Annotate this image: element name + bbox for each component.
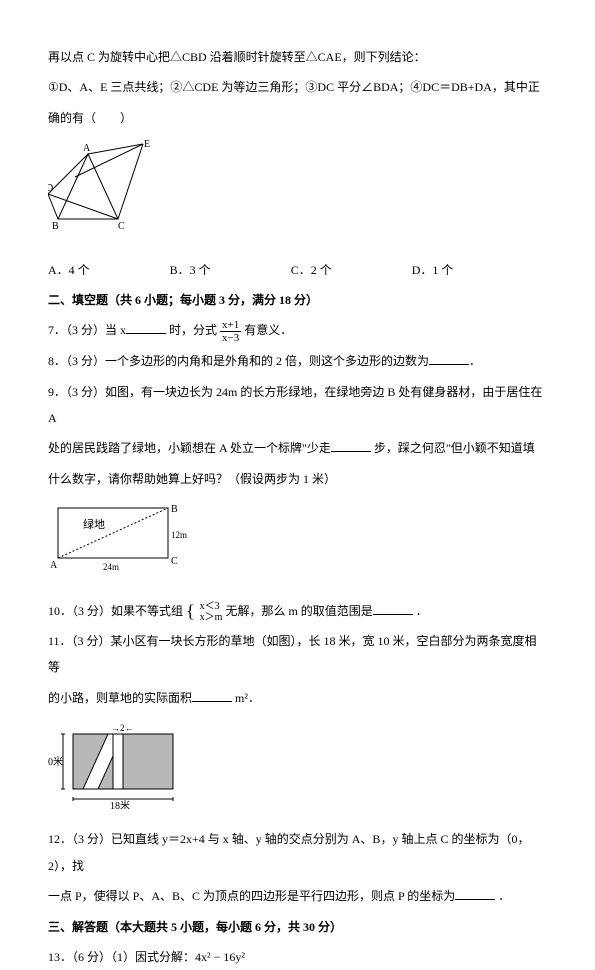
q6-choices: A．4 个 B．3 个 C．2 个 D．1 个 [48, 257, 547, 283]
q10-blank [373, 602, 413, 615]
q10-pre: 10．（3 分）如果不等式组 [48, 604, 183, 618]
intro-line-3: 确的有（ ） [48, 105, 547, 131]
q8: 8．（3 分）一个多边形的内角和是外角和的 2 倍，则这个多边形的边数为． [48, 348, 547, 374]
q11-line-1: 11．（3 分）某小区有一块长方形的草地（如图），长 18 米，宽 10 米，空… [48, 628, 547, 681]
svg-text:A: A [50, 560, 58, 571]
svg-text:B: B [52, 221, 59, 232]
q7-frac-num: x+1 [220, 319, 241, 332]
q8-text: 8．（3 分）一个多边形的内角和是外角和的 2 倍，则这个多边形的边数为 [48, 354, 429, 368]
q11-line-2: 的小路，则草地的实际面积 m²． [48, 685, 547, 711]
choice-c: C．2 个 [291, 257, 332, 283]
svg-text:18米: 18米 [110, 799, 130, 809]
svg-text:C: C [171, 556, 178, 567]
svg-text:10米: 10米 [48, 755, 63, 768]
q11-l2-pre: 的小路，则草地的实际面积 [48, 691, 192, 705]
q7-fraction: x+1 x−3 [220, 319, 241, 344]
q12-blank [455, 887, 495, 900]
q7-pre: 7．（3 分）当 x [48, 323, 126, 337]
section-2-heading: 二、填空题（共 6 小题；每小题 3 分，满分 18 分） [48, 287, 547, 313]
q10-stack: x＜3 x＞m [200, 601, 223, 623]
svg-text:E: E [144, 139, 150, 150]
q12-l2: 一点 P，使得以 P、A、B、C 为顶点的四边形是平行四边形，则点 P 的坐标为 [48, 889, 455, 903]
q12-line-2: 一点 P，使得以 P、A、B、C 为顶点的四边形是平行四边形，则点 P 的坐标为… [48, 883, 547, 909]
intro-line-2: ①D、A、E 三点共线；②△CDE 为等边三角形；③DC 平分∠BDA；④DC＝… [48, 74, 547, 100]
q10-s2: x＞m [200, 612, 223, 623]
svg-text:B: B [171, 504, 178, 515]
q7-frac-den: x−3 [220, 332, 241, 344]
q9-l2a: 处的居民践踏了绿地，小颖想在 A 处立一个标牌"少走 [48, 441, 331, 455]
q7-post: 有意义． [244, 323, 292, 337]
choice-b: B．3 个 [170, 257, 211, 283]
figure-q9: 绿地 B A C 12m 24m [48, 500, 547, 589]
q10-s1: x＜3 [200, 601, 220, 612]
svg-text:24m: 24m [103, 562, 119, 572]
q11-blank [192, 689, 232, 702]
svg-text:D: D [48, 183, 53, 194]
q9-blank [331, 439, 371, 452]
choice-a: A．4 个 [48, 257, 90, 283]
figure-q11: →2← 10米 18米 [48, 719, 547, 818]
svg-text:C: C [118, 221, 125, 232]
section-3-heading: 三、解答题（本大题共 5 小题，每小题 6 分，共 30 分） [48, 914, 547, 940]
figure-triangle: E A D B C [48, 139, 547, 248]
q7: 7．（3 分）当 x 时，分式 x+1 x−3 有意义． [48, 317, 547, 344]
q7-blank [126, 321, 166, 334]
q10-post: ． [416, 604, 428, 618]
intro-line-1: 再以点 C 为旋转中心把△CBD 沿着顺时针旋转至△CAE，则下列结论： [48, 44, 547, 70]
q9-line-3: 什么数字，请你帮助她算上好吗？（假设两步为 1 米） [48, 466, 547, 492]
q10-brace: { [186, 606, 195, 617]
svg-text:绿地: 绿地 [83, 517, 105, 531]
q9-line-2: 处的居民践踏了绿地，小颖想在 A 处立一个标牌"少走 步，踩之何忍"但小颖不知道… [48, 435, 547, 461]
q8-blank [429, 352, 469, 365]
q13: 13．（6 分）（1）因式分解：4x² − 16y² [48, 944, 547, 970]
q12-line-1: 12．（3 分）已知直线 y＝2x+4 与 x 轴、y 轴的交点分别为 A、B，… [48, 826, 547, 879]
svg-text:→2←: →2← [111, 723, 134, 733]
q10-mid: 无解，那么 m 的取值范围是 [225, 604, 372, 618]
q9-l2b: 步，踩之何忍"但小颖不知道填 [374, 441, 535, 455]
q9-line-1: 9．（3 分）如图，有一块边长为 24m 的长方形绿地，在绿地旁边 B 处有健身… [48, 379, 547, 432]
svg-text:A: A [83, 143, 91, 154]
svg-text:12m: 12m [171, 530, 187, 540]
q10: 10．（3 分）如果不等式组 { x＜3 x＞m 无解，那么 m 的取值范围是 … [48, 598, 547, 624]
q12-l2-post: ． [498, 889, 510, 903]
q11-l2-post: m²． [235, 691, 260, 705]
q7-mid: 时，分式 [169, 323, 217, 337]
choice-d: D．1 个 [412, 257, 454, 283]
